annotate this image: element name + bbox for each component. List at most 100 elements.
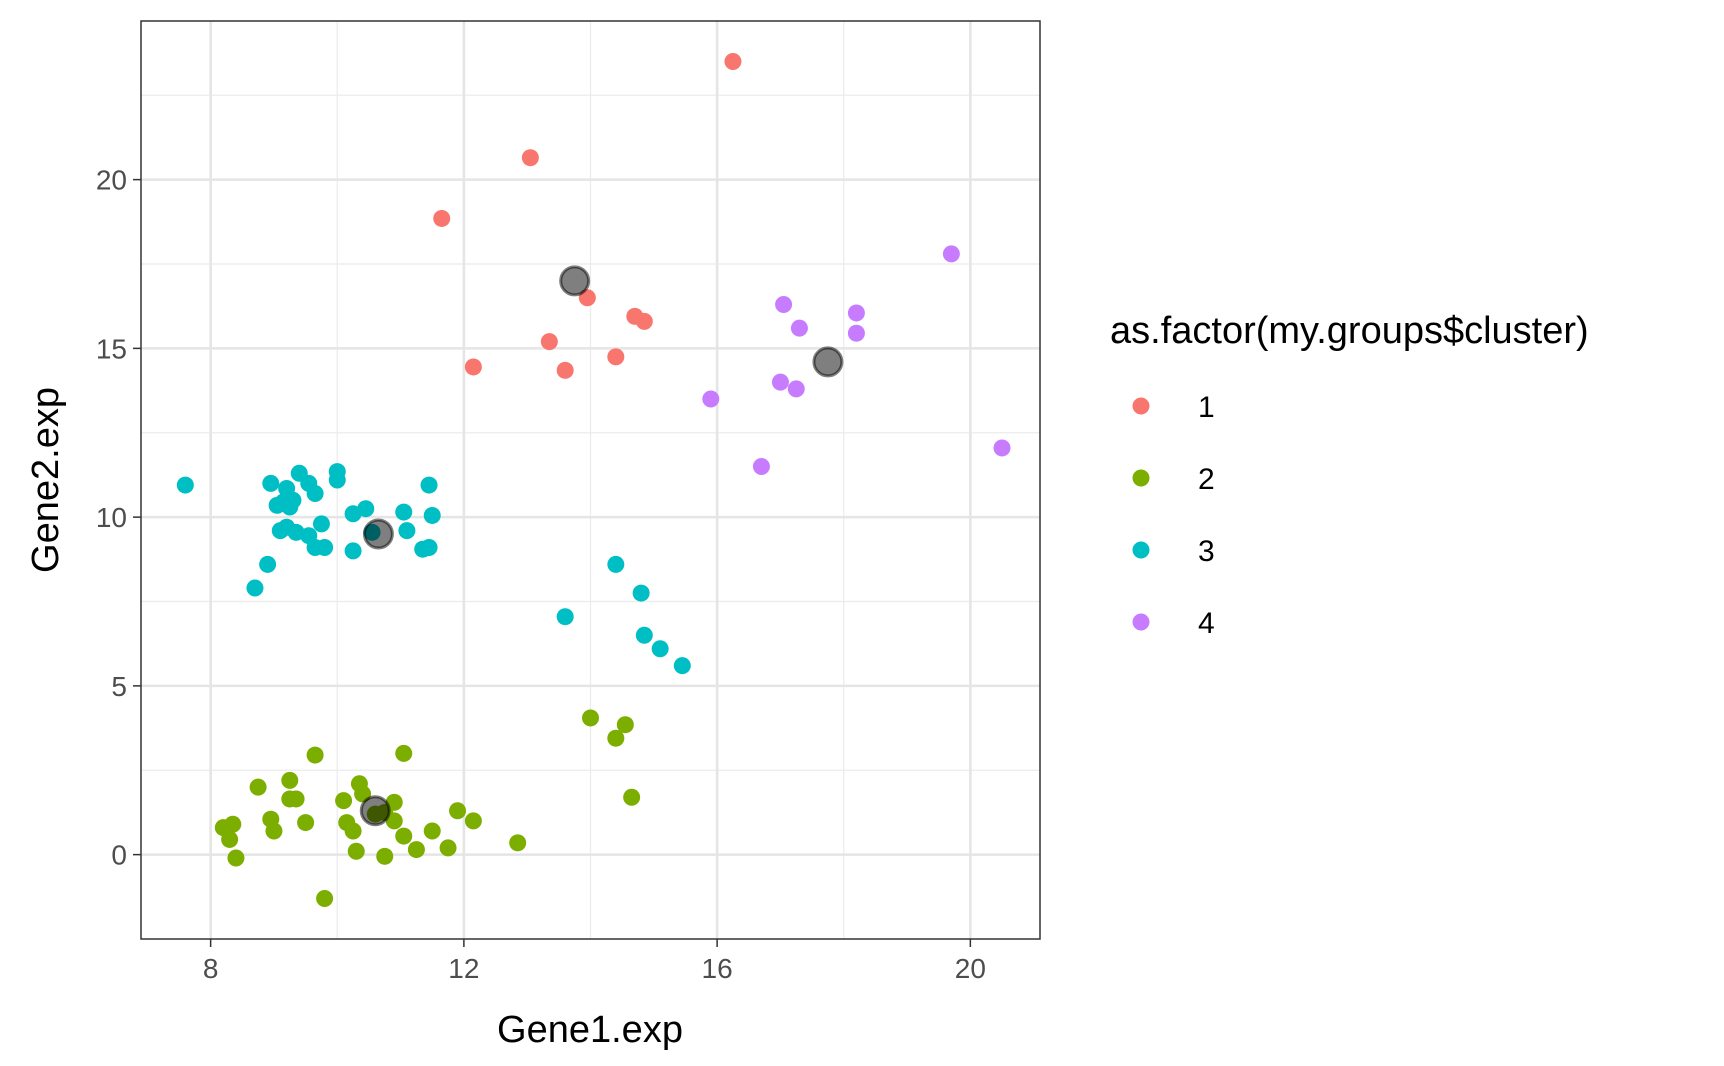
data-point-cluster-4 <box>702 390 720 408</box>
legend-title: as.factor(my.groups$cluster) <box>1110 310 1589 352</box>
data-point-cluster-3 <box>423 506 441 524</box>
data-points <box>176 53 1011 907</box>
y-axis-title: Gene2.exp <box>25 387 67 573</box>
data-point-cluster-3 <box>635 626 653 644</box>
data-point-cluster-2 <box>287 790 305 808</box>
data-point-cluster-3 <box>316 539 334 556</box>
data-point-cluster-3 <box>420 539 438 556</box>
data-point-cluster-1 <box>521 149 539 167</box>
y-tick-label: 15 <box>96 333 127 364</box>
data-point-cluster-3 <box>328 471 346 489</box>
data-point-cluster-2 <box>335 792 353 810</box>
data-point-cluster-2 <box>616 716 634 734</box>
y-axis-ticks: 0 5 10 15 20 <box>96 165 141 871</box>
cluster-center-point <box>812 346 844 378</box>
data-point-cluster-3 <box>262 474 280 492</box>
y-tick-label: 0 <box>111 840 127 871</box>
data-point-cluster-4 <box>993 439 1011 457</box>
data-point-cluster-3 <box>420 476 438 494</box>
data-point-cluster-2 <box>347 842 365 860</box>
data-point-cluster-4 <box>847 304 865 322</box>
legend-label-cluster-3: 3 <box>1198 535 1215 568</box>
data-point-cluster-2 <box>423 822 441 840</box>
legend-label-cluster-4: 4 <box>1198 607 1215 640</box>
cluster-center-point <box>362 518 394 550</box>
data-point-cluster-4 <box>752 458 770 475</box>
legend-key-cluster-1 <box>1132 397 1150 415</box>
legend-label-cluster-2: 2 <box>1198 463 1215 496</box>
data-point-cluster-2 <box>376 847 394 865</box>
data-point-cluster-3 <box>607 555 625 573</box>
data-point-cluster-2 <box>344 822 362 840</box>
data-point-cluster-2 <box>224 815 242 833</box>
x-tick-label: 12 <box>448 953 479 984</box>
data-point-cluster-2 <box>306 746 324 764</box>
data-point-cluster-2 <box>385 812 403 830</box>
panel-border <box>140 20 1041 940</box>
data-point-cluster-2 <box>265 822 283 840</box>
y-tick-label: 10 <box>96 502 127 533</box>
x-tick-label: 20 <box>955 953 986 984</box>
data-point-cluster-3 <box>556 608 574 626</box>
legend-key-cluster-2 <box>1132 469 1150 487</box>
data-point-cluster-2 <box>439 839 457 857</box>
legend: as.factor(my.groups$cluster) 1 2 3 4 <box>1110 310 1589 640</box>
data-point-cluster-2 <box>316 890 334 907</box>
data-point-cluster-1 <box>540 333 558 351</box>
data-point-cluster-2 <box>395 744 413 762</box>
y-tick-label: 5 <box>111 671 127 702</box>
data-point-cluster-2 <box>297 814 315 832</box>
data-point-cluster-1 <box>556 361 574 379</box>
y-tick-label: 20 <box>96 165 127 196</box>
data-point-cluster-3 <box>176 476 194 494</box>
data-point-cluster-1 <box>464 358 482 376</box>
data-point-cluster-3 <box>344 542 362 560</box>
data-point-cluster-3 <box>281 498 299 516</box>
data-point-cluster-4 <box>771 373 789 391</box>
data-point-cluster-1 <box>635 312 653 330</box>
data-point-cluster-3 <box>268 496 286 514</box>
data-point-cluster-3 <box>246 579 264 597</box>
data-point-cluster-2 <box>221 830 239 848</box>
data-point-cluster-2 <box>395 827 413 845</box>
data-point-cluster-3 <box>344 505 362 523</box>
data-point-cluster-4 <box>847 324 865 342</box>
data-point-cluster-2 <box>227 849 245 867</box>
data-point-cluster-4 <box>790 319 808 337</box>
data-point-cluster-1 <box>724 53 742 70</box>
data-point-cluster-2 <box>623 788 641 806</box>
x-axis-title: Gene1.exp <box>497 1009 683 1051</box>
data-point-cluster-3 <box>651 640 669 658</box>
data-point-cluster-4 <box>942 245 960 263</box>
data-point-cluster-2 <box>281 771 299 789</box>
legend-key-cluster-3 <box>1132 541 1150 559</box>
data-point-cluster-3 <box>259 555 277 573</box>
x-axis-ticks: 8 12 16 20 <box>203 939 986 984</box>
data-point-cluster-3 <box>312 515 330 533</box>
grid-lines <box>141 21 1040 939</box>
legend-label-cluster-1: 1 <box>1198 391 1215 424</box>
data-point-cluster-2 <box>449 802 467 820</box>
cluster-centers <box>359 265 844 827</box>
data-point-cluster-4 <box>787 380 805 398</box>
data-point-cluster-2 <box>582 709 599 727</box>
data-point-cluster-1 <box>607 348 625 366</box>
data-point-cluster-3 <box>306 485 324 502</box>
data-point-cluster-2 <box>464 812 482 830</box>
data-point-cluster-1 <box>433 209 451 227</box>
x-tick-label: 16 <box>702 953 733 984</box>
x-tick-label: 8 <box>203 953 219 984</box>
data-point-cluster-2 <box>607 729 625 747</box>
data-point-cluster-2 <box>249 778 267 796</box>
data-point-cluster-3 <box>395 503 413 521</box>
data-point-cluster-2 <box>509 834 527 852</box>
cluster-center-point <box>359 795 391 827</box>
data-point-cluster-3 <box>632 584 650 602</box>
cluster-center-point <box>559 265 591 297</box>
data-point-cluster-3 <box>398 522 416 540</box>
data-point-cluster-4 <box>775 296 793 313</box>
legend-key-cluster-4 <box>1132 613 1150 631</box>
data-point-cluster-3 <box>673 657 691 675</box>
data-point-cluster-2 <box>407 841 425 859</box>
